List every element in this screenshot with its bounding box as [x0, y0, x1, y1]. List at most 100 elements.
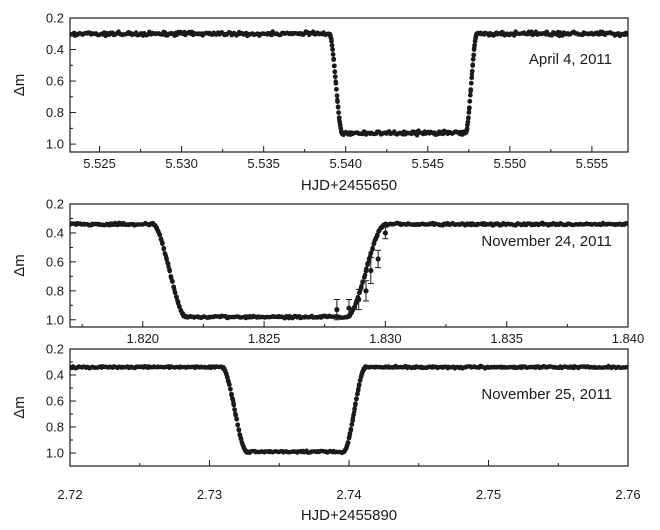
x-tick-label: 1.840	[612, 331, 645, 346]
data-point	[356, 296, 362, 303]
x-tick-label: 5.525	[83, 156, 116, 171]
data-point	[171, 284, 177, 290]
panel-middle: 1.820 1.825 1.830 1.835 1.840 0.2 0.4 0.6 0.8 1.0…	[11, 197, 644, 347]
x-tick-label: 1.820	[127, 331, 160, 346]
data-point	[167, 267, 172, 273]
date-annotation: November 24, 2011	[481, 233, 612, 250]
x-axis-title: HJD+2455650	[301, 177, 397, 194]
data-point	[334, 93, 340, 98]
data-point	[467, 92, 473, 98]
data-point	[161, 246, 167, 251]
data-point	[329, 38, 334, 44]
data-point	[371, 240, 377, 246]
data-point	[467, 98, 473, 104]
data-point	[336, 115, 342, 121]
x-tick-label: 2.73	[197, 487, 222, 502]
y-tick-label: 0.4	[46, 42, 64, 57]
y-tick-label: 1.0	[46, 446, 64, 461]
data-point	[227, 382, 232, 388]
data-point	[368, 250, 374, 256]
x-tick-label: 5.555	[576, 156, 609, 171]
data-point	[375, 256, 381, 262]
data-point	[383, 221, 388, 227]
data-point	[348, 426, 354, 432]
y-axis-title: Δm	[11, 396, 28, 419]
x-tick-label: 5.530	[165, 156, 198, 171]
data-point	[169, 278, 175, 284]
x-axis-title: HJD+2455890	[301, 507, 397, 524]
plot-frame	[69, 17, 629, 153]
data-point	[233, 412, 239, 418]
data-point	[330, 52, 336, 57]
x-tick-label: 5.550	[494, 156, 527, 171]
data-point	[624, 32, 628, 37]
data-point	[234, 416, 240, 422]
x-tick-label: 5.540	[329, 156, 362, 171]
data-point	[334, 307, 340, 313]
data-point	[336, 110, 341, 115]
data-series	[70, 363, 628, 456]
y-tick-label: 0.6	[46, 74, 64, 89]
data-point	[474, 31, 480, 36]
data-point	[177, 304, 182, 310]
data-point	[625, 364, 628, 370]
data-point	[466, 115, 471, 121]
data-point	[362, 274, 367, 280]
x-tick-label: 2.72	[57, 487, 82, 502]
data-point	[382, 230, 388, 236]
y-tick-label: 0.8	[46, 420, 64, 435]
data-point	[346, 305, 352, 311]
data-point	[365, 261, 370, 267]
x-tick-label: 2.76	[615, 487, 640, 502]
data-point	[363, 268, 369, 274]
data-point	[345, 440, 351, 446]
y-tick-label: 0.2	[46, 342, 64, 357]
x-tick-label: 2.74	[336, 487, 361, 502]
data-point	[236, 427, 242, 432]
data-point	[329, 43, 335, 48]
x-tick-label: 5.535	[247, 156, 280, 171]
data-point	[330, 47, 335, 52]
data-point	[175, 299, 181, 305]
data-point	[353, 401, 358, 407]
data-point	[232, 407, 238, 412]
data-point	[470, 56, 476, 62]
data-point	[332, 74, 338, 80]
data-point	[468, 80, 474, 86]
data-point	[347, 431, 353, 437]
data-point	[172, 290, 178, 296]
y-tick-label: 1.0	[46, 312, 64, 327]
data-point	[466, 110, 472, 115]
data-point	[374, 232, 380, 238]
y-axis-title: Δm	[11, 74, 28, 97]
y-tick-label: 0.4	[46, 225, 64, 240]
data-point	[373, 236, 379, 242]
data-point	[346, 435, 352, 441]
data-point	[354, 396, 359, 402]
data-point	[352, 406, 357, 412]
data-point	[174, 294, 179, 300]
data-point	[335, 99, 340, 104]
data-point	[168, 274, 174, 279]
data-point	[370, 246, 375, 252]
data-point	[235, 422, 241, 428]
data-point	[472, 42, 477, 48]
data-point	[464, 126, 470, 132]
panel-bottom: 2.72 2.73 2.74 2.75 2.76 0.2 0.4 0.6 0.8 1.0 Δm HJD…	[11, 342, 641, 525]
data-point	[223, 371, 229, 377]
data-point	[360, 279, 366, 285]
data-point	[157, 232, 163, 237]
data-point	[469, 68, 475, 74]
date-annotation: April 4, 2011	[529, 51, 612, 68]
y-tick-label: 0.2	[46, 11, 64, 26]
data-point	[465, 119, 471, 125]
data-point	[333, 80, 339, 86]
y-tick-label: 1.0	[46, 137, 64, 152]
data-point	[467, 105, 472, 111]
data-point	[160, 240, 165, 246]
data-point	[337, 122, 343, 128]
data-point	[228, 386, 233, 392]
data-point	[340, 131, 345, 137]
data-point	[469, 75, 475, 81]
data-point	[231, 401, 237, 407]
